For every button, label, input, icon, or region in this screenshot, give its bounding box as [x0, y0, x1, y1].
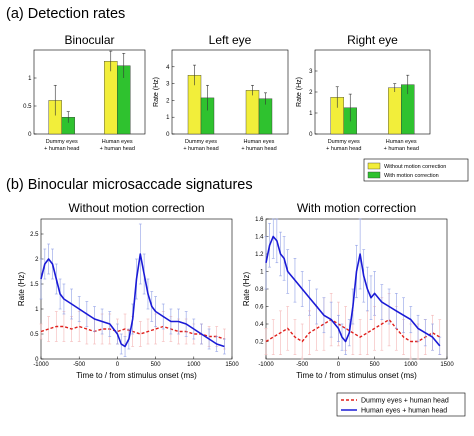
category-label: + human head — [44, 146, 79, 152]
y-axis-label: Rate (Hz) — [242, 272, 251, 307]
y-axis-label: Rate (Hz) — [296, 77, 303, 107]
y-tick-label: 1 — [260, 270, 264, 276]
x-tick-label: 0 — [337, 362, 341, 368]
series-line — [40, 253, 225, 348]
y-tick-label: 0.5 — [30, 332, 39, 338]
x-tick-label: -1000 — [33, 362, 49, 368]
y-tick-label: 1.4 — [255, 235, 264, 241]
section-b-title: (b) Binocular microsaccade signatures — [6, 177, 253, 193]
category-label: + human head — [384, 146, 419, 152]
legend-frame — [336, 392, 466, 417]
x-tick-label: 1500 — [440, 362, 454, 368]
bar-legend: Without motion correction With motion cor… — [363, 158, 469, 182]
y-tick-label: 1 — [166, 115, 170, 121]
chart-title: Left eye — [209, 33, 252, 47]
x-tick-label: 1500 — [225, 362, 239, 368]
legend-label: Human eyes + human head — [361, 408, 447, 415]
y-tick-label: 1 — [28, 76, 32, 82]
y-tick-label: 1.6 — [255, 217, 264, 223]
chart-title: Binocular — [64, 33, 114, 47]
series-human-eyes — [39, 223, 226, 357]
x-tick-label: 1000 — [187, 362, 201, 368]
y-tick-label: 2.5 — [30, 232, 39, 238]
category-label: + human head — [100, 146, 135, 152]
chart-title: Without motion correction — [68, 201, 204, 215]
series-human-eyes — [264, 218, 442, 355]
x-axis-label: Time to / from stimulus onset (ms) — [76, 371, 197, 380]
series-dummy-eyes — [264, 293, 442, 360]
category-label: + human head — [241, 146, 276, 152]
y-tick-label: 2 — [166, 98, 170, 104]
y-tick-label: 0.5 — [23, 104, 32, 110]
line-chart-2: With motion correction Time to / from sti… — [242, 201, 454, 380]
category-label: Human eyes — [244, 139, 275, 145]
legend-label: Without motion correction — [384, 164, 446, 170]
x-tick-label: 500 — [151, 362, 162, 368]
legend-frame — [363, 158, 469, 182]
y-tick-label: 1.2 — [255, 252, 264, 258]
y-tick-label: 0 — [309, 132, 313, 138]
series-line — [265, 235, 441, 347]
line-charts: Without motion correction Time to / from … — [17, 201, 454, 380]
y-tick-label: 0.2 — [255, 340, 264, 346]
y-tick-label: 3 — [309, 69, 313, 75]
y-tick-label: 1 — [309, 111, 313, 117]
y-tick-label: 0.8 — [255, 287, 264, 293]
section-a-title: (a) Detection rates — [6, 6, 125, 22]
category-label: + human head — [183, 146, 218, 152]
y-tick-label: 4 — [166, 65, 170, 71]
y-axis-label: Rate (Hz) — [153, 77, 160, 107]
category-label: Human eyes — [386, 139, 417, 145]
legend-swatch — [367, 171, 381, 179]
x-tick-label: 0 — [116, 362, 120, 368]
category-label: Human eyes — [102, 139, 133, 145]
y-tick-label: 0 — [28, 132, 32, 138]
bar — [388, 87, 402, 135]
y-tick-label: 0 — [35, 357, 39, 363]
y-tick-label: 3 — [166, 82, 170, 88]
category-label: + human head — [326, 146, 361, 152]
category-label: Dummy eyes — [46, 139, 78, 145]
legend-label: With motion correction — [384, 173, 439, 179]
y-tick-label: 1 — [35, 307, 39, 313]
x-tick-label: -500 — [296, 362, 309, 368]
bar — [104, 61, 118, 135]
chart-title: Right eye — [347, 33, 398, 47]
x-tick-label: 500 — [370, 362, 381, 368]
x-axis-label: Time to / from stimulus onset (ms) — [296, 371, 417, 380]
x-tick-label: -500 — [73, 362, 86, 368]
x-tick-label: 1000 — [404, 362, 418, 368]
line-chart-1: Without motion correction Time to / from … — [17, 201, 239, 380]
series-line — [265, 318, 441, 343]
category-label: Dummy eyes — [185, 139, 217, 145]
chart-title: With motion correction — [297, 201, 416, 215]
legend-label: Dummy eyes + human head — [361, 398, 449, 405]
y-tick-label: 0 — [166, 132, 170, 138]
legend-swatch — [367, 162, 381, 170]
y-tick-label: 0.4 — [255, 322, 264, 328]
y-axis-label: Rate (Hz) — [17, 272, 26, 307]
bar — [245, 90, 260, 135]
line-legend: Dummy eyes + human head Human eyes + huma… — [336, 392, 466, 417]
y-tick-label: 2 — [309, 90, 313, 96]
y-tick-label: 1.5 — [30, 282, 39, 288]
x-tick-label: -1000 — [258, 362, 274, 368]
y-tick-label: 0.6 — [255, 305, 264, 311]
category-label: Dummy eyes — [328, 139, 360, 145]
y-tick-label: 2 — [35, 257, 39, 263]
